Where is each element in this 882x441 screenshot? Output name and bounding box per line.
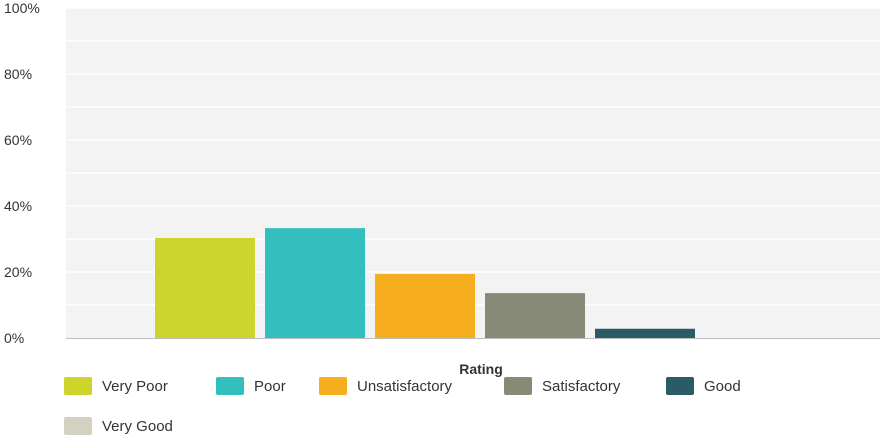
y-tick-label: 80% (4, 66, 32, 82)
legend-swatch (666, 377, 694, 395)
bars (155, 228, 695, 338)
x-axis-title: Rating (459, 361, 503, 377)
y-tick-label: 20% (4, 264, 32, 280)
legend-item[interactable]: Poor (216, 376, 286, 396)
y-axis-ticks: 0% 20% 40% 60% 80% 100% (4, 0, 40, 346)
legend-label: Poor (254, 377, 286, 395)
bar-satisfactory[interactable] (485, 293, 585, 338)
bar-poor[interactable] (265, 228, 365, 338)
legend-swatch (64, 417, 92, 435)
legend-label: Unsatisfactory (357, 377, 453, 395)
legend-swatch (504, 377, 532, 395)
legend-item[interactable]: Satisfactory (504, 376, 620, 396)
legend-label: Very Good (102, 417, 173, 435)
bar-good[interactable] (595, 328, 695, 338)
legend-item[interactable]: Very Good (64, 416, 173, 436)
legend-label: Very Poor (102, 377, 168, 395)
bar-unsatisfactory[interactable] (375, 273, 475, 338)
y-tick-label: 40% (4, 198, 32, 214)
y-tick-label: 60% (4, 132, 32, 148)
legend-swatch (216, 377, 244, 395)
legend-label: Satisfactory (542, 377, 621, 395)
y-tick-label: 100% (4, 0, 40, 16)
bar-very-poor[interactable] (155, 238, 255, 338)
legend-swatch (64, 377, 92, 395)
legend-label: Good (704, 377, 741, 395)
legend-item[interactable]: Unsatisfactory (319, 376, 452, 396)
legend-item[interactable]: Very Poor (64, 376, 168, 396)
y-tick-label: 0% (4, 330, 24, 346)
legend-swatch (319, 377, 347, 395)
legend-item[interactable]: Good (666, 376, 741, 396)
